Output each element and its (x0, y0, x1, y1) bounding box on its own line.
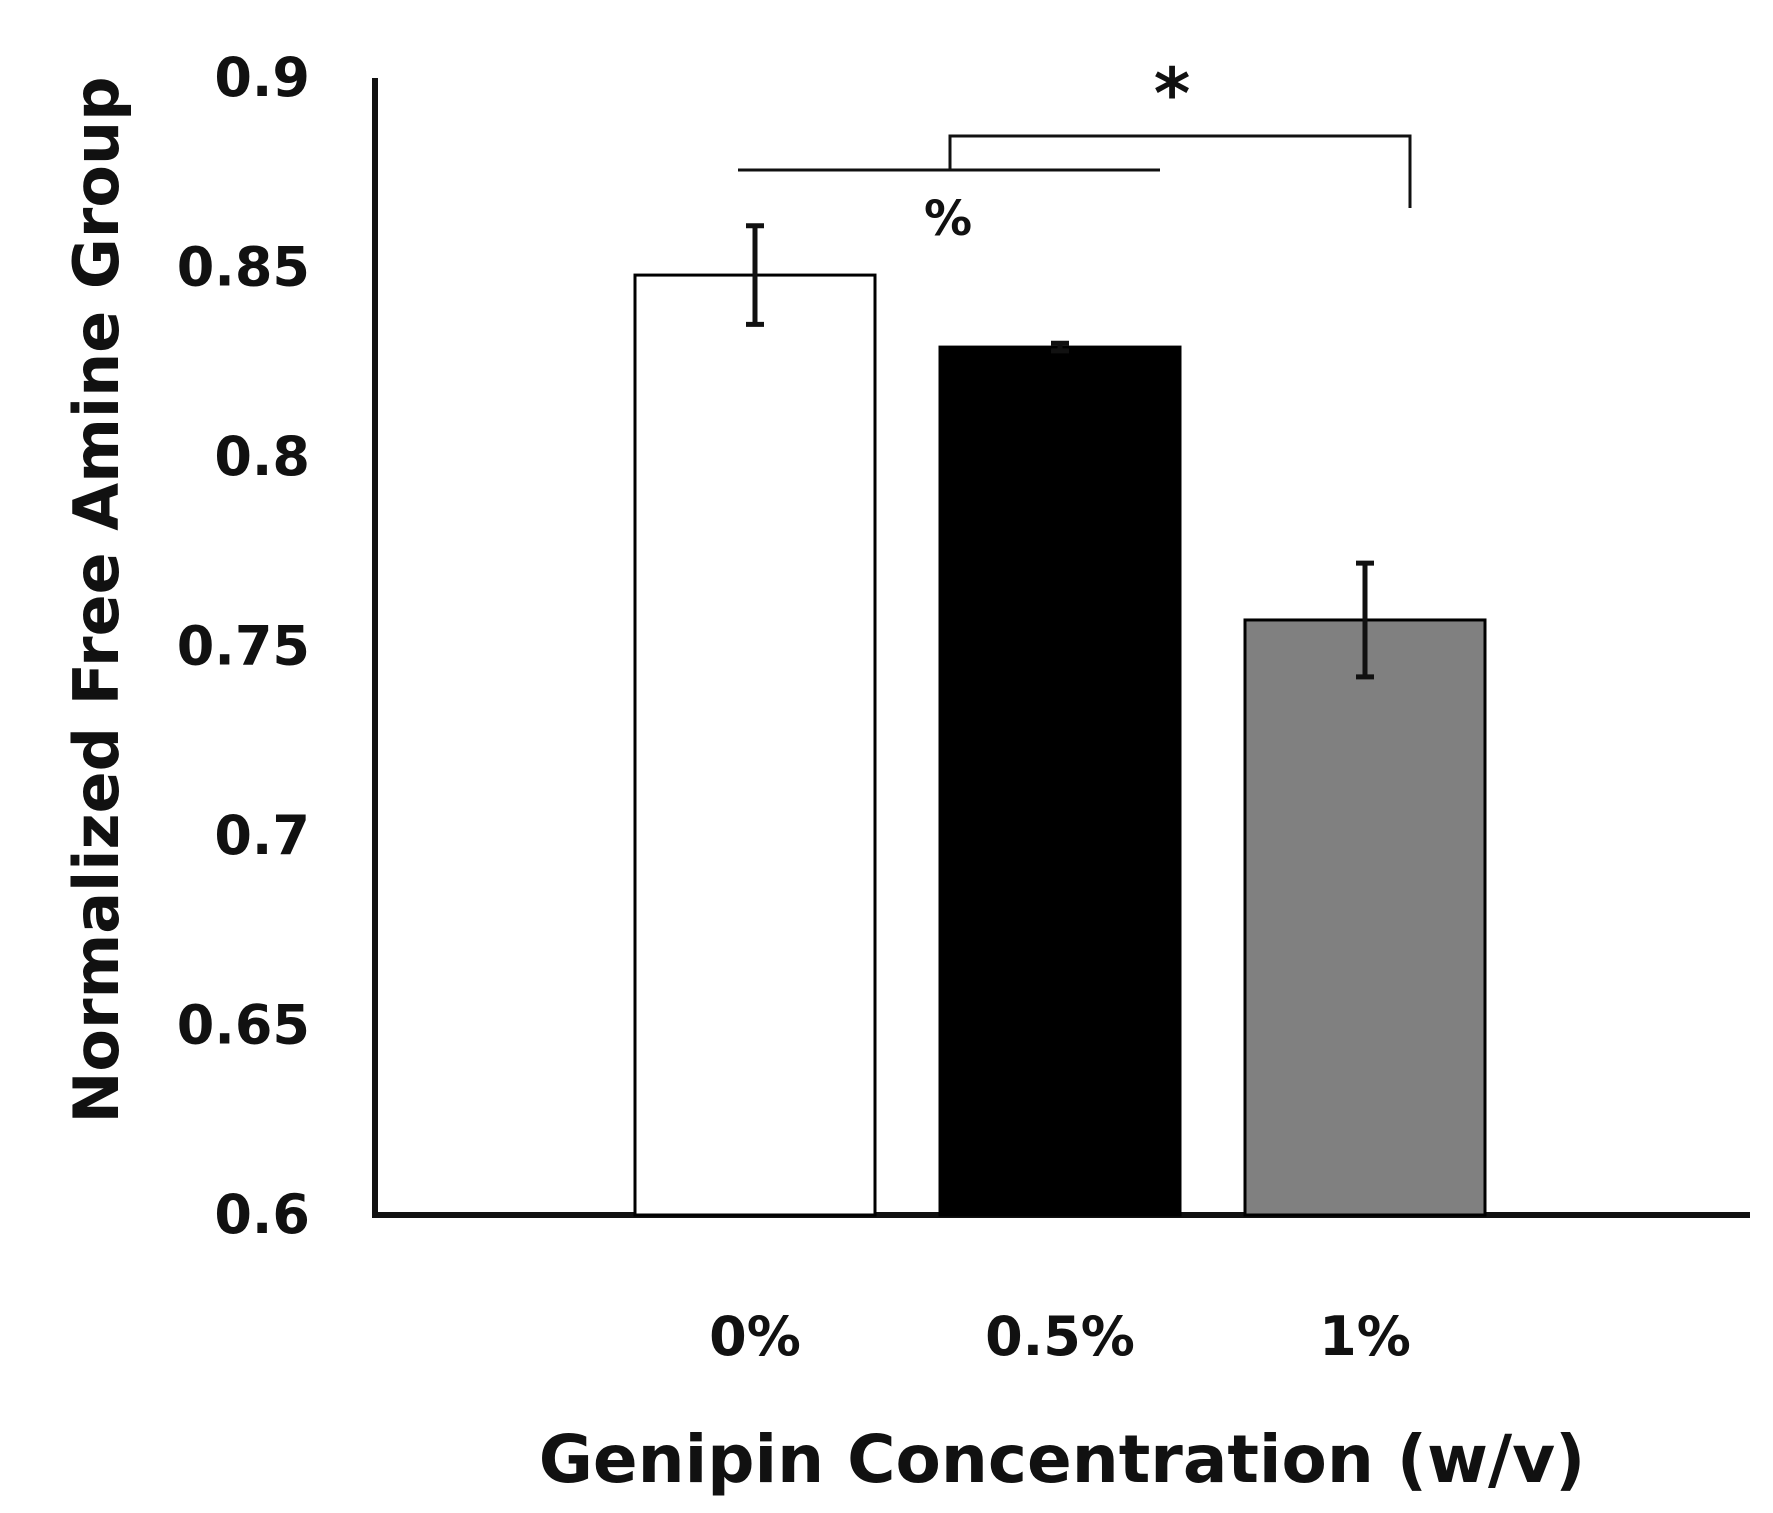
bar-0pct (633, 273, 877, 1217)
y-tick-label: 0.65 (177, 994, 310, 1057)
y-tick-label: 0.85 (177, 236, 310, 299)
significance-annotations: %* (738, 53, 1412, 247)
error-bars-group (746, 223, 1374, 680)
bar-0-5pct (938, 345, 1182, 1217)
x-tick-label: 1% (1319, 1305, 1411, 1368)
significance-label-pct: % (924, 191, 972, 247)
x-tick-label: 0.5% (985, 1305, 1135, 1368)
significance-bracket-star (948, 134, 1412, 208)
bar-1pct (1243, 618, 1487, 1217)
x-axis-title: Genipin Concentration (w/v) (539, 1421, 1586, 1498)
y-tick-label: 0.8 (214, 425, 310, 488)
y-axis-title: Normalized Free Amine Group (60, 77, 133, 1124)
y-tick-label: 0.9 (214, 46, 310, 109)
y-tick-label: 0.6 (214, 1183, 310, 1246)
x-tick-label: 0% (709, 1305, 801, 1368)
labels-group: 0.6 0.65 0.7 0.75 0.8 0.85 0.9 0% 0.5% 1% Genipin … (60, 46, 1585, 1498)
bars-group (633, 273, 1487, 1217)
significance-label-star: * (1154, 53, 1191, 135)
y-tick-label: 0.7 (214, 804, 310, 867)
y-tick-label: 0.75 (177, 615, 310, 678)
